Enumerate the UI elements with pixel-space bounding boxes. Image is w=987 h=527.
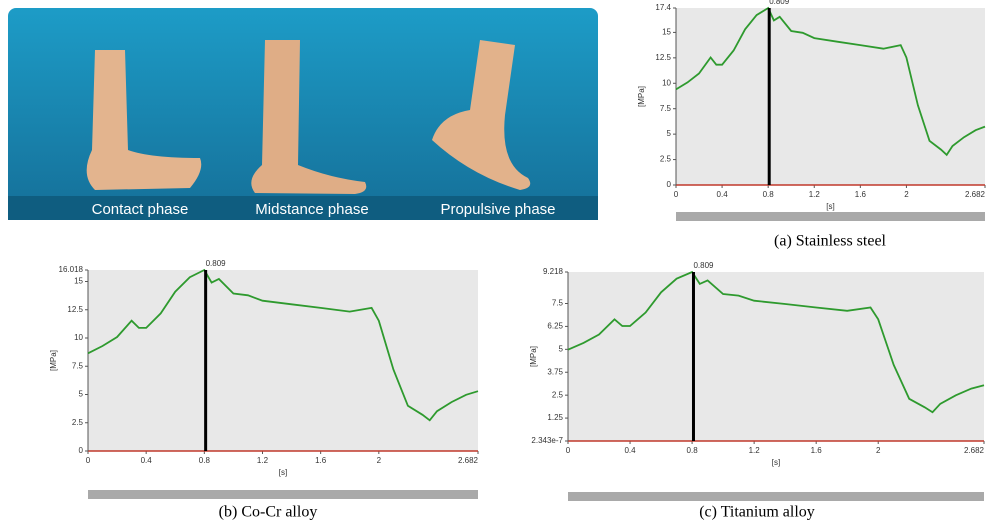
y-tick-label: 5 bbox=[79, 390, 84, 399]
y-tick-label: 15 bbox=[662, 28, 671, 37]
plot-area bbox=[568, 272, 984, 441]
x-tick-label: 0 bbox=[566, 446, 571, 455]
x-tick-label: 1.6 bbox=[855, 190, 867, 199]
y-tick-label: 5 bbox=[667, 129, 672, 138]
y-tick-label: 0 bbox=[667, 180, 672, 189]
x-tick-label: 2.682 bbox=[458, 456, 479, 465]
scrollbar bbox=[676, 212, 985, 221]
y-tick-label: 0 bbox=[79, 446, 84, 455]
x-tick-label: 0.8 bbox=[687, 446, 699, 455]
x-tick-label: 1.2 bbox=[749, 446, 761, 455]
y-tick-label: 17.4 bbox=[655, 3, 671, 12]
y-tick-label: 7.5 bbox=[660, 104, 672, 113]
x-axis-label: [s] bbox=[279, 468, 287, 477]
y-tick-label: 9.218 bbox=[543, 267, 564, 276]
caption: (b) Co-Cr alloy bbox=[219, 504, 318, 521]
photo-panel: Contact phase Midstance phase Propulsive… bbox=[8, 8, 598, 220]
y-tick-label: 12.5 bbox=[67, 305, 83, 314]
x-tick-label: 2 bbox=[377, 456, 382, 465]
y-tick-label: 7.5 bbox=[552, 299, 564, 308]
y-tick-label: 2.5 bbox=[660, 155, 672, 164]
y-tick-label: 3.75 bbox=[547, 367, 563, 376]
x-tick-label: 1.2 bbox=[809, 190, 821, 199]
y-tick-label: 10 bbox=[662, 78, 671, 87]
phase-label: Midstance phase bbox=[255, 201, 368, 218]
x-tick-label: 1.6 bbox=[811, 446, 823, 455]
x-tick-label: 2 bbox=[876, 446, 881, 455]
x-axis-label: [s] bbox=[826, 202, 834, 211]
x-tick-label: 0 bbox=[86, 456, 91, 465]
plot-area bbox=[88, 270, 478, 451]
y-tick-label: 5 bbox=[559, 344, 564, 353]
x-tick-label: 1.2 bbox=[257, 456, 269, 465]
peak-marker-label: 0.809 bbox=[769, 0, 790, 6]
x-tick-label: 0.4 bbox=[717, 190, 729, 199]
plot-area bbox=[676, 8, 985, 185]
x-tick-label: 0.8 bbox=[763, 190, 775, 199]
peak-marker-label: 0.809 bbox=[693, 261, 714, 270]
y-axis-label: [MPa] bbox=[49, 350, 58, 371]
y-tick-label: 15 bbox=[74, 277, 83, 286]
scrollbar bbox=[88, 490, 478, 499]
y-tick-label: 10 bbox=[74, 333, 83, 342]
peak-marker-label: 0.809 bbox=[206, 259, 227, 268]
x-tick-label: 2.682 bbox=[964, 446, 985, 455]
y-tick-label: 2.5 bbox=[552, 390, 564, 399]
x-tick-label: 0.8 bbox=[199, 456, 211, 465]
y-tick-label: 16.018 bbox=[59, 265, 84, 274]
scrollbar bbox=[568, 492, 984, 501]
x-tick-label: 0 bbox=[674, 190, 679, 199]
x-axis-label: [s] bbox=[772, 458, 780, 467]
x-tick-label: 0.4 bbox=[141, 456, 153, 465]
y-tick-label: 6.25 bbox=[547, 322, 563, 331]
y-tick-label: 2.5 bbox=[72, 418, 84, 427]
y-axis-label: [MPa] bbox=[637, 86, 646, 107]
x-tick-label: 1.6 bbox=[315, 456, 327, 465]
phase-label: Propulsive phase bbox=[440, 201, 555, 218]
y-tick-label: 7.5 bbox=[72, 361, 84, 370]
caption: (a) Stainless steel bbox=[774, 233, 887, 250]
y-tick-label: 12.5 bbox=[655, 53, 671, 62]
x-tick-label: 2.682 bbox=[965, 190, 986, 199]
y-tick-label: 1.25 bbox=[547, 413, 563, 422]
x-tick-label: 2 bbox=[904, 190, 909, 199]
caption: (c) Titanium alloy bbox=[699, 504, 815, 521]
y-axis-label: [MPa] bbox=[529, 346, 538, 367]
figure: Contact phase Midstance phase Propulsive… bbox=[0, 0, 987, 527]
phase-label: Contact phase bbox=[92, 201, 189, 218]
y-tick-label: 2.343e-7 bbox=[531, 436, 563, 445]
x-tick-label: 0.4 bbox=[624, 446, 636, 455]
